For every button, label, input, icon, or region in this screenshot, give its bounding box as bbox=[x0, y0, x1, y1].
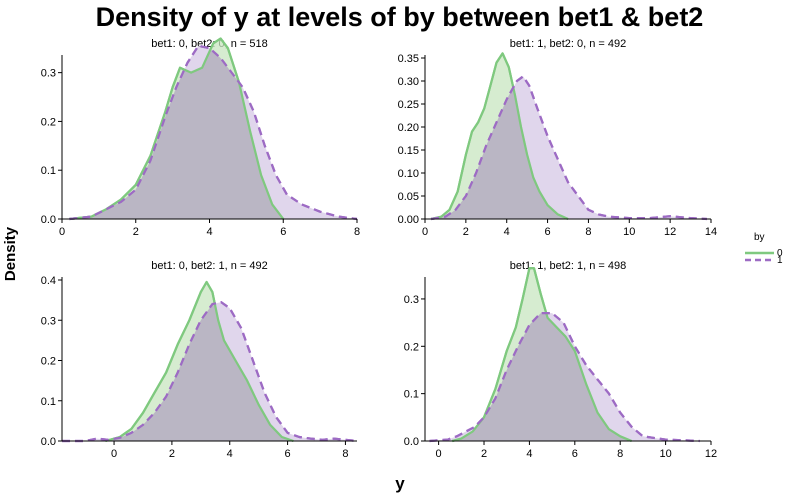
legend-label-1: 1 bbox=[777, 255, 783, 266]
x-tick-label: 0 bbox=[59, 226, 65, 238]
facet-panel: bet1: 0, bet2: 1, n = 492 0 2 4 6 8 0.0 0.1 0.2 0… bbox=[41, 260, 358, 460]
density-overlap bbox=[452, 313, 632, 441]
y-tick-label: 0.0 bbox=[404, 436, 419, 448]
y-tick-label: 0.4 bbox=[41, 275, 56, 287]
x-tick-label: 14 bbox=[705, 226, 717, 238]
y-tick-label: 0.2 bbox=[41, 356, 56, 368]
x-tick-label: 6 bbox=[285, 448, 291, 460]
x-tick-label: 4 bbox=[504, 226, 510, 238]
y-tick-label: 0.20 bbox=[398, 122, 419, 134]
panel-subtitle: bet1: 0, bet2: 1, n = 492 bbox=[151, 260, 268, 272]
density-overlap bbox=[431, 87, 568, 219]
y-tick-label: 0.0 bbox=[41, 214, 56, 226]
x-tick-label: 4 bbox=[206, 226, 212, 238]
y-tick-label: 0.3 bbox=[404, 294, 419, 306]
y-tick-label: 0.30 bbox=[398, 76, 419, 88]
density-curve-0 bbox=[105, 280, 294, 443]
y-axis-label: Density bbox=[2, 226, 19, 281]
panel-subtitle: bet1: 1, bet2: 1, n = 498 bbox=[510, 260, 627, 272]
y-tick-label: 0.3 bbox=[41, 68, 56, 80]
x-tick-label: 2 bbox=[481, 448, 487, 460]
density-curve-1 bbox=[430, 75, 707, 221]
density-curve-1 bbox=[69, 44, 358, 221]
facet-panel: bet1: 1, bet2: 0, n = 492 0 2 4 6 8 10 12 14 0.00… bbox=[398, 38, 718, 238]
legend-title: by bbox=[754, 232, 765, 243]
x-tick-label: 10 bbox=[659, 448, 671, 460]
x-tick-label: 8 bbox=[354, 226, 360, 238]
x-tick-label: 10 bbox=[623, 226, 635, 238]
x-tick-label: 8 bbox=[342, 448, 348, 460]
x-tick-label: 2 bbox=[463, 226, 469, 238]
y-tick-label: 0.1 bbox=[41, 396, 56, 408]
y-tick-label: 0.1 bbox=[41, 165, 56, 177]
x-tick-label: 8 bbox=[585, 226, 591, 238]
density-curve-0 bbox=[69, 37, 285, 221]
x-tick-label: 8 bbox=[617, 448, 623, 460]
x-tick-label: 2 bbox=[169, 448, 175, 460]
x-tick-label: 0 bbox=[422, 226, 428, 238]
density-curve-1 bbox=[429, 312, 700, 443]
y-tick-label: 0.3 bbox=[41, 315, 56, 327]
x-tick-label: 4 bbox=[526, 448, 532, 460]
x-tick-label: 2 bbox=[133, 226, 139, 238]
y-tick-label: 0.15 bbox=[398, 145, 419, 157]
x-tick-label: 12 bbox=[664, 226, 676, 238]
density-overlap bbox=[69, 50, 284, 219]
density-overlap bbox=[105, 303, 294, 441]
density-curve-0 bbox=[430, 52, 569, 221]
y-tick-label: 0.35 bbox=[398, 53, 419, 65]
x-tick-label: 12 bbox=[705, 448, 717, 460]
x-tick-label: 6 bbox=[572, 448, 578, 460]
x-tick-label: 4 bbox=[227, 448, 233, 460]
facet-panel: bet1: 0, bet2: 0, n = 518 0 2 4 6 8 0.0 0.1 0.2 0… bbox=[41, 37, 360, 238]
x-tick-label: 6 bbox=[545, 226, 551, 238]
density-curve-1 bbox=[62, 301, 358, 443]
x-tick-label: 0 bbox=[111, 448, 117, 460]
y-tick-label: 0.2 bbox=[404, 341, 419, 353]
y-tick-label: 0.10 bbox=[398, 168, 419, 180]
y-tick-label: 0.2 bbox=[41, 116, 56, 128]
chart-title: Density of y at levels of by between bet… bbox=[95, 2, 704, 32]
y-tick-label: 0.25 bbox=[398, 99, 419, 111]
legend: by 01 bbox=[745, 232, 783, 266]
x-tick-label: 6 bbox=[280, 226, 286, 238]
y-tick-label: 0.05 bbox=[398, 191, 419, 203]
x-axis-label: y bbox=[395, 474, 405, 493]
y-tick-label: 0.00 bbox=[398, 214, 419, 226]
x-tick-label: 0 bbox=[436, 448, 442, 460]
y-tick-label: 0.0 bbox=[41, 436, 56, 448]
facet-panel: bet1: 1, bet2: 1, n = 498 0 2 4 6 8 10 12 0.0 0.1… bbox=[404, 260, 717, 460]
panel-subtitle: bet1: 0, bet2: 0, n = 518 bbox=[151, 38, 268, 50]
panel-subtitle: bet1: 1, bet2: 0, n = 492 bbox=[510, 38, 627, 50]
y-tick-label: 0.1 bbox=[404, 389, 419, 401]
legend-label-0: 0 bbox=[777, 248, 783, 259]
